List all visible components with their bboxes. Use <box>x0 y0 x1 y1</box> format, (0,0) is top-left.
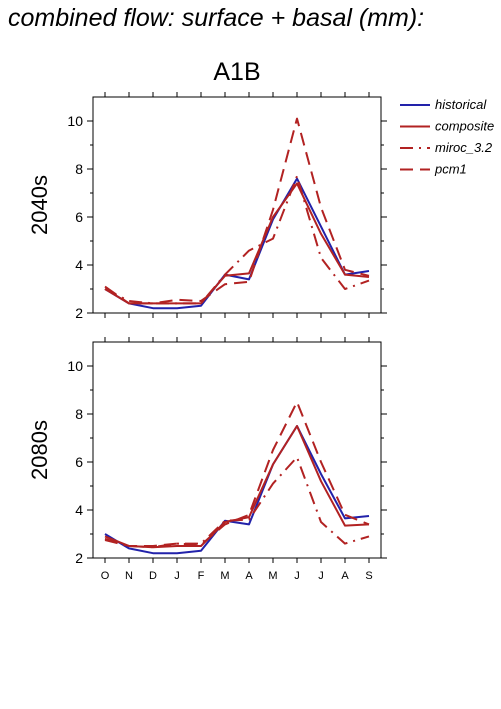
x-tick-label: D <box>149 570 157 582</box>
y-tick-label: 2 <box>75 305 83 321</box>
plot-frame <box>92 341 382 559</box>
x-tick-label: F <box>198 570 205 582</box>
x-tick-label: A <box>341 570 349 582</box>
scenario-title: A1B <box>213 58 260 86</box>
legend-label: composite <box>435 119 494 134</box>
y-tick-label: 4 <box>75 257 83 273</box>
y-tick-label: 10 <box>67 113 83 129</box>
legend: historical composite miroc_3.2 pcm1 <box>400 97 494 177</box>
series-line-historical <box>104 177 370 310</box>
page-title: combined flow: surface + basal (mm): <box>8 4 425 32</box>
y-tick-label: 6 <box>75 209 83 225</box>
y-axis-label: 2080s <box>27 420 52 480</box>
y-tick-label: 8 <box>75 161 83 177</box>
x-tick-label: M <box>220 570 229 582</box>
y-tick-label: 2 <box>75 550 83 566</box>
legend-label: miroc_3.2 <box>435 140 493 155</box>
x-tick-label: J <box>294 570 300 582</box>
series-line-composite <box>104 425 370 549</box>
y-tick-label: 4 <box>75 502 83 518</box>
x-tick-label: J <box>318 570 324 582</box>
x-tick-label: M <box>268 570 277 582</box>
y-tick-label: 8 <box>75 406 83 422</box>
y-tick-label: 6 <box>75 454 83 470</box>
panel-2040s: 2 4 6 8 10 2040s <box>27 92 387 321</box>
panel-2080s: 2 4 6 8 10 O N D J F M A M J J A S 2080s <box>27 337 387 582</box>
series-line-pcm1 <box>104 401 370 547</box>
x-tick-label: S <box>365 570 372 582</box>
x-tick-label: O <box>101 570 110 582</box>
legend-label: historical <box>435 97 487 112</box>
x-tick-label: A <box>245 570 253 582</box>
series-line-pcm1 <box>104 117 370 305</box>
series-line-miroc-3-2 <box>104 456 370 549</box>
series-line-miroc-3-2 <box>104 175 370 305</box>
series-line-historical <box>104 425 370 555</box>
x-tick-label: J <box>174 570 180 582</box>
y-axis-label: 2040s <box>27 175 52 235</box>
plot-frame <box>92 96 382 314</box>
legend-label: pcm1 <box>434 162 467 177</box>
x-tick-label: N <box>125 570 133 582</box>
y-tick-label: 10 <box>67 358 83 374</box>
